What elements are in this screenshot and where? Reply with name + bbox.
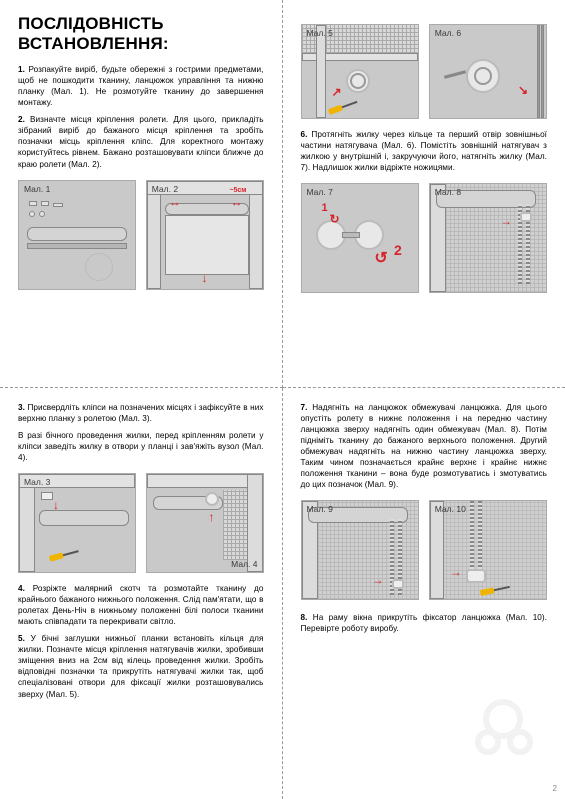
figure-1: Мал. 1 — [18, 180, 136, 290]
arrow-icon: → — [450, 565, 462, 579]
chain-icon — [470, 501, 474, 575]
figure-5: Мал. 5 ↗ — [301, 24, 419, 119]
section-top-right: Мал. 5 ↗ Мал. 6 — [283, 0, 565, 388]
step-6-text: 6. Протягніть жилку через кільце та перш… — [301, 129, 548, 173]
arrow-icon: ↓ — [53, 498, 59, 512]
step-3-text: 3. Присвердліть кліпси на позначених міс… — [18, 402, 264, 424]
figure-4-label: Мал. 4 — [231, 559, 257, 569]
figure-7: Мал. 7 1 ↻ 2 ↺ — [301, 183, 419, 293]
page-number: 2 — [553, 784, 557, 793]
section-bottom-right: 7. Надягніть на ланцюжок обмежувачі ланц… — [283, 388, 565, 799]
figure-9: Мал. 9 → — [301, 500, 419, 600]
step-8-text: 8. На раму вікна прикрутіть фіксатор лан… — [301, 612, 548, 634]
step-2-text: 2. Визначте місця кріплення ролети. Для … — [18, 114, 264, 169]
figure-1-label: Мал. 1 — [24, 184, 50, 194]
arrow-icon: → — [372, 573, 384, 587]
figure-7-label: Мал. 7 — [307, 187, 333, 197]
step-5-text: 5. У бічні заглушки нижньої планки встан… — [18, 633, 264, 699]
watermark-icon — [475, 699, 545, 769]
figure-9-label: Мал. 9 — [307, 504, 333, 514]
step-number-1: 1 — [322, 202, 328, 214]
figure-row-9-10: Мал. 9 → Мал. 10 — [301, 500, 548, 600]
arrow-icon: ↻ — [330, 212, 340, 226]
figure-2-label: Мал. 2 — [152, 184, 178, 194]
figure-3: Мал. 3 ↓ — [18, 473, 136, 573]
figure-10: Мал. 10 → — [429, 500, 547, 600]
section-bottom-left: 3. Присвердліть кліпси на позначених міс… — [0, 388, 283, 799]
arrow-icon: → — [500, 214, 512, 228]
arrow-icon: ↓ — [202, 271, 208, 285]
chain-icon — [478, 501, 482, 575]
figure-row-1-2: Мал. 1 Мал. 2 — [18, 180, 264, 290]
figure-row-3-4: Мал. 3 ↓ ↑ М — [18, 473, 264, 573]
arrow-icon: ↔ — [231, 195, 243, 209]
arrow-icon: ↺ — [374, 248, 387, 268]
step-number-2: 2 — [394, 242, 402, 258]
step-7-text: 7. Надягніть на ланцюжок обмежувачі ланц… — [301, 402, 548, 491]
figure-6-label: Мал. 6 — [435, 28, 461, 38]
arrow-icon: ↘ — [518, 83, 528, 97]
figure-10-label: Мал. 10 — [435, 504, 466, 514]
screwdriver-icon — [327, 99, 357, 115]
figure-5-label: Мал. 5 — [307, 28, 333, 38]
section-top-left: ПОСЛІДОВНІСТЬ ВСТАНОВЛЕННЯ: 1. Розпакуйт… — [0, 0, 283, 388]
arrow-icon: ↑ — [209, 510, 215, 524]
figure-3-label: Мал. 3 — [24, 477, 50, 487]
step-4-text: 4. Розріжте малярний скотч та розмотайте… — [18, 583, 264, 627]
step-1-text: 1. Розпакуйте виріб, будьте обережні з г… — [18, 64, 264, 108]
figure-8: Мал. 8 → — [429, 183, 547, 293]
figure-6: Мал. 6 ↘ — [429, 24, 547, 119]
page-title: ПОСЛІДОВНІСТЬ ВСТАНОВЛЕННЯ: — [18, 14, 264, 54]
step-3b-text: В разі бічного проведення жилки, перед к… — [18, 430, 264, 463]
figure-8-label: Мал. 8 — [435, 187, 461, 197]
figure-4: ↑ Мал. 4 — [146, 473, 264, 573]
figure-row-7-8: Мал. 7 1 ↻ 2 ↺ Мал. 8 — [301, 183, 548, 293]
dimension-label: ~5см — [229, 187, 246, 194]
figure-row-5-6: Мал. 5 ↗ Мал. 6 — [301, 24, 548, 119]
arrow-icon: ↗ — [332, 85, 342, 99]
arrow-icon: ↔ — [169, 195, 181, 209]
screwdriver-icon — [49, 548, 80, 562]
figure-2: Мал. 2 ~5см ↔ ↔ ↓ — [146, 180, 264, 290]
